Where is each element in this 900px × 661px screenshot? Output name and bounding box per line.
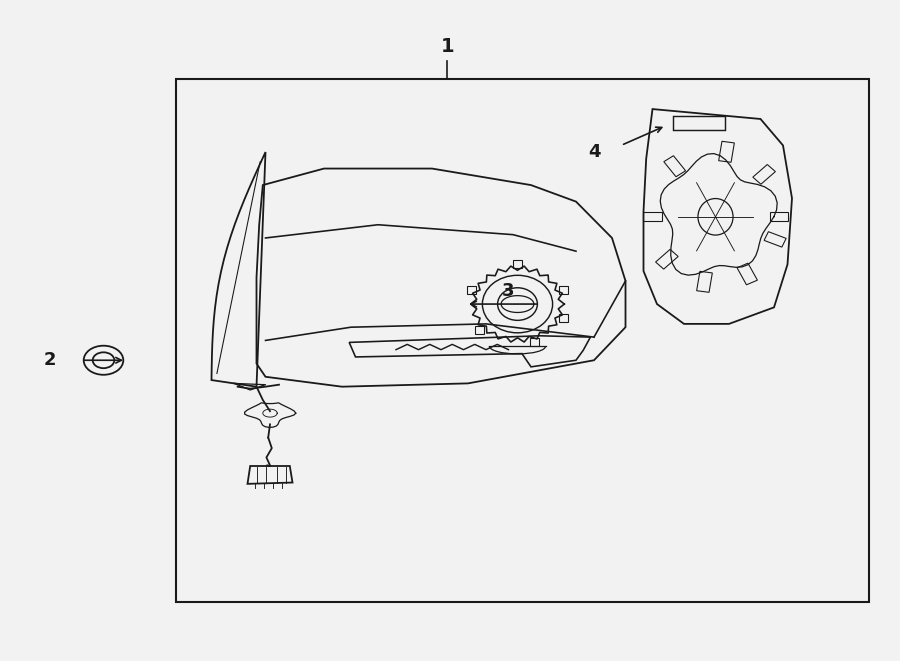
Bar [176, 79, 868, 602]
Bar [530, 338, 539, 346]
Bar [475, 326, 484, 334]
Text: 4: 4 [588, 143, 600, 161]
Text: 2: 2 [43, 351, 56, 369]
Bar [559, 286, 568, 294]
Bar [467, 286, 476, 294]
Text: 1: 1 [440, 37, 454, 56]
Bar [673, 116, 725, 130]
Text: 3: 3 [502, 282, 515, 300]
Bar [513, 260, 522, 268]
Bar [559, 314, 568, 322]
